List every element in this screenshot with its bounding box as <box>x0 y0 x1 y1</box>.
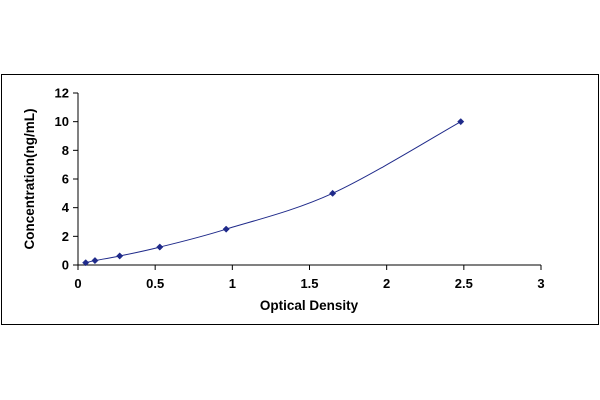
data-point <box>156 243 164 251</box>
data-point <box>457 118 465 126</box>
data-points <box>82 118 465 267</box>
x-tick-label: 1.5 <box>300 276 318 291</box>
y-tick-label: 4 <box>62 200 70 215</box>
x-ticks: 0 0.5 1 1.5 2 2.5 3 <box>74 265 545 291</box>
x-tick-label: 2.5 <box>455 276 473 291</box>
y-axis-title: Concentration(ng/mL) <box>22 109 37 250</box>
x-tick-label: 1 <box>229 276 236 291</box>
x-tick-label: 0 <box>74 276 81 291</box>
x-tick-label: 2 <box>383 276 390 291</box>
y-tick-label: 0 <box>62 258 69 273</box>
y-tick-label: 2 <box>62 229 69 244</box>
chart-border <box>1 74 599 325</box>
x-axis-title: Optical Density <box>260 298 359 313</box>
y-tick-label: 10 <box>55 114 69 129</box>
y-tick-label: 6 <box>62 172 69 187</box>
plot-area: 0 0.5 1 1.5 2 2.5 3 0 2 4 6 8 10 12 <box>55 86 545 292</box>
x-tick-label: 0.5 <box>146 276 164 291</box>
data-point <box>222 225 230 233</box>
data-point <box>329 189 337 197</box>
data-point <box>116 252 124 260</box>
y-tick-label: 12 <box>55 86 69 101</box>
data-point <box>82 259 90 267</box>
y-ticks: 0 2 4 6 8 10 12 <box>55 86 78 273</box>
x-tick-label: 3 <box>537 276 544 291</box>
y-tick-label: 8 <box>62 143 69 158</box>
data-point <box>91 257 99 265</box>
